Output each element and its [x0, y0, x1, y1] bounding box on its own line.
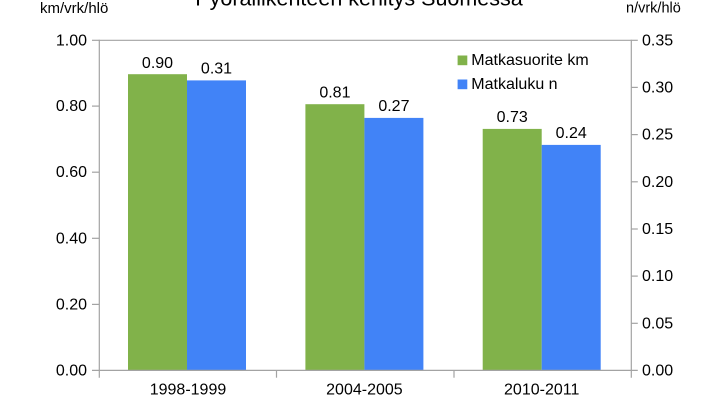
svg-text:0.73: 0.73	[497, 109, 528, 126]
svg-text:0.35: 0.35	[642, 32, 673, 49]
svg-text:Matkaluku n: Matkaluku n	[471, 76, 557, 93]
svg-text:0.00: 0.00	[642, 362, 673, 379]
svg-text:0.05: 0.05	[642, 315, 673, 332]
svg-text:0.30: 0.30	[642, 79, 673, 96]
svg-text:0.40: 0.40	[56, 230, 87, 247]
svg-text:Matkasuorite km: Matkasuorite km	[471, 52, 588, 69]
svg-text:0.00: 0.00	[56, 362, 87, 379]
svg-text:km/vrk/hlö: km/vrk/hlö	[40, 0, 108, 17]
svg-text:0.24: 0.24	[556, 125, 587, 142]
svg-text:0.81: 0.81	[319, 85, 350, 102]
svg-text:2010-2011: 2010-2011	[504, 382, 579, 399]
svg-text:0.90: 0.90	[142, 55, 173, 72]
svg-text:1998-1999: 1998-1999	[150, 382, 227, 399]
svg-text:0.27: 0.27	[378, 98, 409, 115]
svg-text:0.60: 0.60	[56, 164, 87, 181]
svg-text:0.20: 0.20	[642, 174, 673, 191]
svg-text:0.25: 0.25	[642, 127, 673, 144]
svg-text:n/vrk/hlö: n/vrk/hlö	[626, 1, 681, 17]
svg-text:0.10: 0.10	[642, 268, 673, 285]
svg-text:0.80: 0.80	[56, 98, 87, 115]
svg-text:1.00: 1.00	[56, 32, 87, 49]
svg-text:Pyöräliikenteen kehitys Suomes: Pyöräliikenteen kehitys Suomessa	[195, 0, 522, 11]
svg-text:0.20: 0.20	[56, 296, 87, 313]
svg-text:0.15: 0.15	[642, 221, 673, 238]
svg-text:2004-2005: 2004-2005	[326, 382, 403, 399]
svg-text:0.31: 0.31	[201, 60, 232, 77]
